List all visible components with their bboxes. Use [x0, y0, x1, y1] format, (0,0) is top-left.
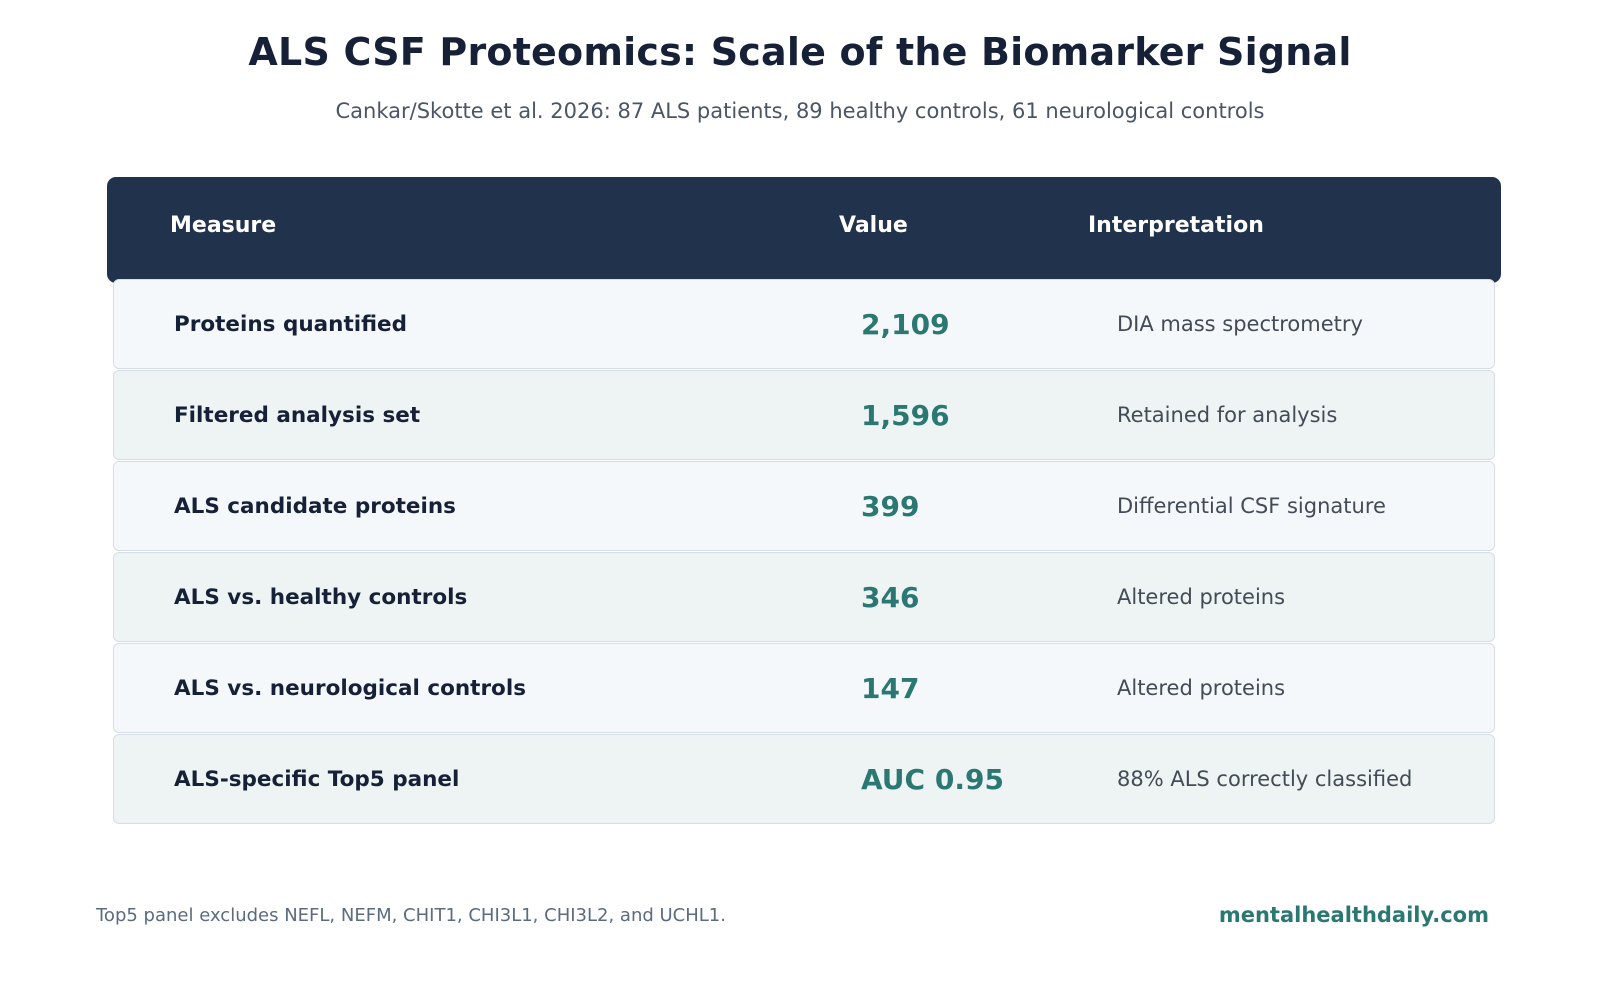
source-credit: mentalhealthdaily.com — [1218, 903, 1489, 927]
measure-cell: ALS vs. healthy controls — [174, 584, 468, 610]
value-cell: 346 — [861, 580, 920, 614]
table-row: Proteins quantified 2,109 DIA mass spect… — [113, 279, 1495, 369]
table-row: ALS candidate proteins 399 Differential … — [113, 461, 1495, 551]
value-cell: AUC 0.95 — [861, 762, 1004, 796]
table-row: ALS vs. healthy controls 346 Altered pro… — [113, 552, 1495, 642]
measure-cell: ALS vs. neurological controls — [174, 675, 526, 701]
footnote: Top5 panel excludes NEFL, NEFM, CHIT1, C… — [96, 905, 726, 926]
table-row: ALS vs. neurological controls 147 Altere… — [113, 643, 1495, 733]
interpretation-cell: Differential CSF signature — [1117, 494, 1386, 518]
table-header: Measure Value Interpretation — [107, 177, 1501, 283]
table-row: ALS-specific Top5 panel AUC 0.95 88% ALS… — [113, 734, 1495, 824]
column-header-interpretation: Interpretation — [1088, 213, 1264, 238]
value-cell: 1,596 — [861, 398, 950, 432]
measure-cell: Filtered analysis set — [174, 402, 421, 428]
interpretation-cell: Retained for analysis — [1117, 403, 1338, 427]
interpretation-cell: Altered proteins — [1117, 676, 1286, 700]
interpretation-cell: DIA mass spectrometry — [1117, 312, 1363, 336]
value-cell: 147 — [861, 671, 920, 705]
value-cell: 399 — [861, 489, 920, 523]
page-title: ALS CSF Proteomics: Scale of the Biomark… — [248, 30, 1352, 74]
column-header-measure: Measure — [170, 213, 277, 238]
measure-cell: Proteins quantified — [174, 311, 408, 337]
interpretation-cell: Altered proteins — [1117, 585, 1286, 609]
value-cell: 2,109 — [861, 307, 950, 341]
measure-cell: ALS-specific Top5 panel — [174, 766, 460, 792]
page-subtitle: Cankar/Skotte et al. 2026: 87 ALS patien… — [335, 99, 1265, 123]
table-body: Proteins quantified 2,109 DIA mass spect… — [113, 279, 1495, 825]
measure-cell: ALS candidate proteins — [174, 493, 456, 519]
interpretation-cell: 88% ALS correctly classified — [1117, 767, 1413, 791]
table-row: Filtered analysis set 1,596 Retained for… — [113, 370, 1495, 460]
column-header-value: Value — [839, 213, 908, 238]
